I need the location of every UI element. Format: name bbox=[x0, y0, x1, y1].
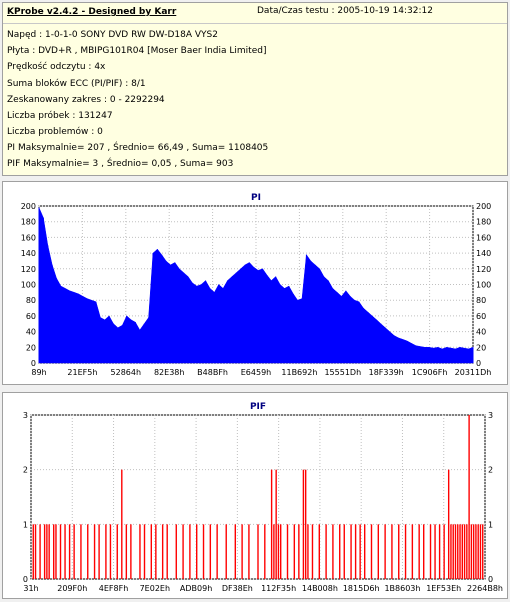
problem-count-line: Liczba problemów : 0 bbox=[7, 127, 103, 137]
ecc-blocks-line: Suma bloków ECC (PI/PIF) : 8/1 bbox=[7, 79, 146, 89]
pif-x-tick: 1EF53Eh bbox=[426, 584, 461, 593]
pif-y-tick-right: 3 bbox=[488, 411, 493, 420]
pi-x-tick: 89h bbox=[31, 368, 46, 377]
pif-y-tick-right: 1 bbox=[488, 520, 493, 529]
sample-count-line: Liczba próbek : 131247 bbox=[7, 111, 113, 121]
pi-y-tick-left: 200 bbox=[21, 202, 36, 211]
pif-chart: PIF 0 0 1 1 2 2 3 3 31h 209F0h 4EF8Fh 7E02Eh ADB09h DF… bbox=[23, 402, 503, 593]
pi-chart-panel: PI 0 0 20 20 40 40 60 60 80 80 100 100 120 120 140 140 16… bbox=[2, 181, 508, 385]
pi-y-tick-right: 60 bbox=[476, 312, 486, 321]
app-title: KProbe v2.4.2 - Designed by Karr bbox=[7, 7, 177, 17]
pif-x-tick: 7E02Eh bbox=[140, 584, 170, 593]
pi-y-tick-left: 80 bbox=[26, 296, 36, 305]
pi-y-tick-left: 40 bbox=[26, 328, 36, 337]
pif-x-tick: 209F0h bbox=[57, 584, 87, 593]
pif-chart-panel: PIF 0 0 1 1 2 2 3 3 31h 209F0h 4EF8Fh 7E02Eh ADB09h DF… bbox=[2, 392, 508, 599]
pi-x-tick: 1C906Fh bbox=[412, 368, 448, 377]
pif-x-tick: 1B8603h bbox=[384, 584, 420, 593]
pi-y-tick-right: 180 bbox=[476, 218, 491, 227]
disc-line: Płyta : DVD+R , MBIPG101R04 [Moser Baer … bbox=[7, 46, 267, 56]
pi-title: PI bbox=[251, 193, 261, 203]
pi-y-tick-left: 60 bbox=[26, 312, 36, 321]
scan-range-line: Zeskanowany zakres : 0 - 2292294 bbox=[7, 95, 165, 105]
pif-y-tick-left: 0 bbox=[23, 575, 28, 584]
test-info-panel: KProbe v2.4.2 - Designed by Karr Data/Cz… bbox=[2, 2, 508, 176]
pif-title: PIF bbox=[250, 402, 266, 412]
pi-y-tick-right: 20 bbox=[476, 343, 486, 352]
drive-line: Napęd : 1-0-1-0 SONY DVD RW DW-D18A VYS2 bbox=[7, 30, 218, 40]
pi-x-tick: 20311Dh bbox=[455, 368, 492, 377]
pi-x-tick: B48BFh bbox=[197, 368, 228, 377]
pi-y-tick-right: 100 bbox=[476, 281, 491, 290]
pi-y-tick-right: 120 bbox=[476, 265, 491, 274]
pi-y-tick-right: 0 bbox=[476, 359, 481, 368]
pif-x-tick: 2264B8h bbox=[467, 584, 503, 593]
pi-y-tick-right: 80 bbox=[476, 296, 486, 305]
pif-x-tick: 14B008h bbox=[302, 584, 338, 593]
pif-x-tick: ADB09h bbox=[180, 584, 212, 593]
pi-y-tick-left: 140 bbox=[21, 249, 36, 258]
pif-summary-line: PIF Maksymalnie= 3 , Średnio= 0,05 , Sum… bbox=[7, 159, 234, 169]
pi-y-tick-right: 160 bbox=[476, 233, 491, 242]
pi-x-tick: E6459h bbox=[241, 368, 271, 377]
pi-y-tick-right: 40 bbox=[476, 328, 486, 337]
pi-y-tick-right: 140 bbox=[476, 249, 491, 258]
pi-y-tick-left: 20 bbox=[26, 343, 36, 352]
pif-x-tick: 4EF8Fh bbox=[99, 584, 129, 593]
read-speed-line: Prędkość odczytu : 4x bbox=[7, 62, 106, 72]
pi-x-tick: 15551Dh bbox=[324, 368, 361, 377]
pi-y-tick-left: 100 bbox=[21, 281, 36, 290]
pi-y-tick-left: 160 bbox=[21, 233, 36, 242]
pif-y-tick-right: 0 bbox=[488, 575, 493, 584]
pif-y-tick-right: 2 bbox=[488, 466, 493, 475]
pif-y-tick-left: 3 bbox=[23, 411, 28, 420]
pif-x-tick: 1815D6h bbox=[343, 584, 380, 593]
pif-y-tick-left: 1 bbox=[23, 520, 28, 529]
info-separator bbox=[3, 23, 507, 24]
pi-x-tick: 11B692h bbox=[281, 368, 317, 377]
pi-y-tick-right: 200 bbox=[476, 202, 491, 211]
pif-y-tick-left: 2 bbox=[23, 466, 28, 475]
pi-y-tick-left: 0 bbox=[31, 359, 36, 368]
pi-x-tick: 21EF5h bbox=[67, 368, 97, 377]
pi-x-tick: 52864h bbox=[111, 368, 142, 377]
pi-x-tick: 82E38h bbox=[154, 368, 184, 377]
pi-x-tick: 18F339h bbox=[369, 368, 404, 377]
pi-summary-line: PI Maksymalnie= 207 , Średnio= 66,49 , S… bbox=[7, 143, 269, 153]
pif-x-tick: 31h bbox=[23, 584, 38, 593]
pi-chart: PI 0 0 20 20 40 40 60 60 80 80 100 100 120 120 140 140 16… bbox=[21, 193, 492, 377]
pi-y-tick-left: 120 bbox=[21, 265, 36, 274]
test-date: Data/Czas testu : 2005-10-19 14:32:12 bbox=[257, 6, 433, 16]
pif-x-tick: DF38Eh bbox=[222, 584, 253, 593]
pif-x-tick: 112F35h bbox=[261, 584, 296, 593]
pi-y-tick-left: 180 bbox=[21, 218, 36, 227]
